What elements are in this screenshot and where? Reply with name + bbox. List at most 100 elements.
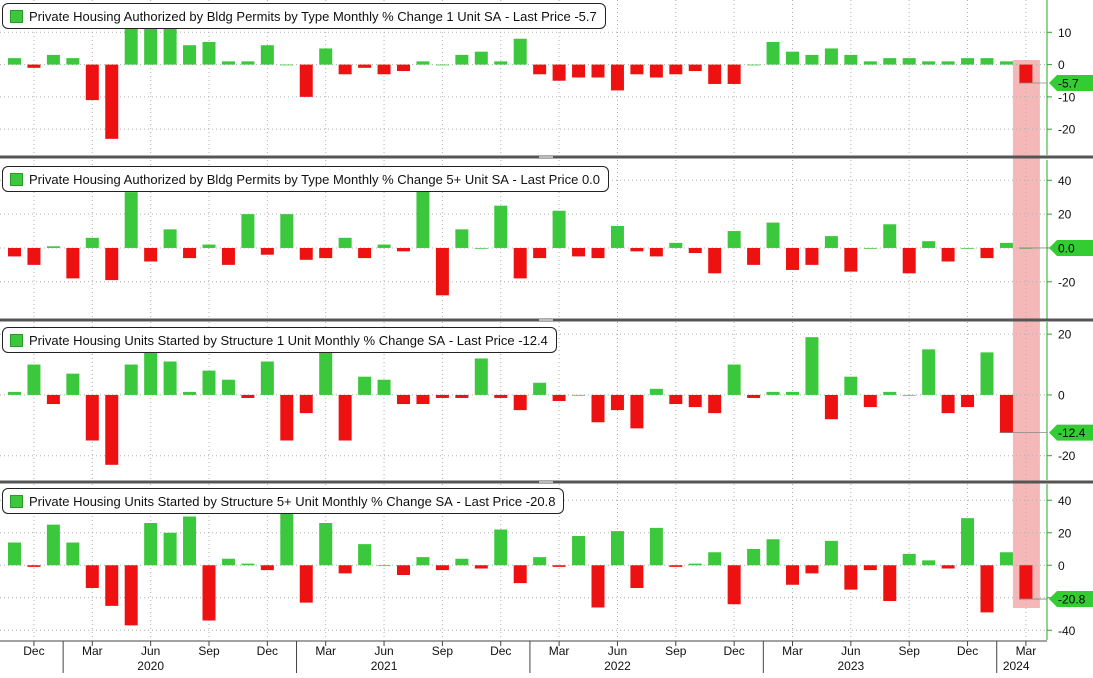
bar-1-40 (786, 247, 799, 270)
bar-3-38 (747, 549, 761, 566)
bar-2-20 (397, 394, 410, 405)
bar-0-37 (727, 64, 741, 84)
bar-3-30 (591, 565, 605, 608)
legend-panel-3: Private Housing Units Started by Structu… (2, 327, 557, 353)
bar-2-45 (883, 391, 897, 395)
bar-0-8 (163, 25, 177, 65)
bar-0-41 (805, 54, 819, 65)
bar-1-45 (883, 224, 897, 248)
y-tick-label-2-2: -20 (1058, 449, 1076, 463)
bar-1-14 (280, 214, 294, 248)
panel-divider-grip-0 (539, 156, 553, 158)
bar-2-14 (280, 394, 294, 441)
legend-panel-1: Private Housing Authorized by Bldg Permi… (2, 3, 606, 29)
bar-0-29 (572, 64, 586, 78)
bar-1-1 (27, 247, 41, 265)
bar-3-36 (708, 552, 722, 566)
bar-1-17 (338, 237, 352, 248)
bar-3-2 (46, 524, 60, 566)
bar-2-7 (144, 352, 158, 395)
legend-last-label-1: Last Price (512, 8, 571, 24)
x-tick-label-10: Jun (608, 644, 627, 658)
x-year-label-3: 2023 (837, 659, 864, 673)
legend-title-4: Private Housing Units Started by Structu… (29, 493, 453, 509)
bar-1-6 (124, 192, 138, 248)
bar-1-26 (513, 247, 527, 279)
bar-0-35 (688, 64, 702, 72)
bar-3-4 (85, 565, 99, 588)
legend-last-label-2: Last Price (520, 171, 579, 187)
bar-2-22 (435, 394, 449, 398)
y-tick-label-3-2: 0 (1058, 559, 1065, 573)
last-value-tag-label-0: -5.7 (1058, 76, 1079, 90)
bar-3-18 (358, 544, 372, 566)
legend-title-3: Private Housing Units Started by Structu… (29, 332, 446, 348)
bar-2-9 (183, 391, 197, 395)
bar-3-9 (183, 516, 197, 566)
bar-1-39 (766, 222, 780, 248)
bar-2-12 (241, 394, 255, 398)
legend-last-label-3: Last Price (456, 332, 515, 348)
bar-1-15 (299, 247, 313, 260)
bar-0-19 (377, 64, 391, 75)
y-tick-label-0-1: 0 (1058, 58, 1065, 72)
bar-3-27 (533, 557, 547, 566)
bar-1-4 (85, 237, 99, 248)
x-year-label-4: 2024 (1003, 659, 1030, 673)
bar-0-45 (883, 58, 897, 65)
bar-2-23 (455, 394, 469, 398)
bar-0-30 (591, 64, 605, 78)
bar-0-38 (747, 64, 761, 66)
bar-3-33 (649, 527, 663, 566)
bar-1-36 (708, 247, 722, 274)
x-tick-label-0: Dec (23, 644, 44, 658)
x-year-label-1: 2021 (371, 659, 398, 673)
bar-0-18 (358, 64, 372, 68)
bar-2-34 (669, 394, 683, 405)
x-tick-label-7: Sep (432, 644, 454, 658)
bar-3-17 (338, 565, 352, 574)
x-year-label-2: 2022 (604, 659, 631, 673)
y-tick-label-0-2: -10 (1058, 90, 1076, 104)
bar-0-16 (319, 48, 333, 65)
legend-last-value-2: 0.0 (581, 171, 601, 187)
bar-3-35 (688, 563, 702, 566)
last-value-tag-label-1: 0.0 (1058, 241, 1075, 255)
bar-0-26 (513, 38, 527, 65)
bar-1-46 (902, 247, 916, 274)
bar-3-12 (241, 563, 255, 566)
bar-3-3 (66, 542, 80, 566)
bar-2-31 (610, 394, 624, 411)
bar-0-9 (183, 45, 197, 65)
bar-3-22 (435, 565, 449, 571)
bar-3-43 (844, 565, 858, 590)
bar-2-48 (941, 394, 955, 414)
bar-1-44 (863, 247, 877, 249)
bar-1-32 (630, 247, 644, 252)
bar-1-42 (824, 236, 838, 248)
bar-3-20 (397, 565, 410, 575)
bar-2-50 (980, 352, 994, 395)
bar-2-47 (922, 349, 936, 395)
bar-2-27 (533, 382, 547, 395)
x-tick-label-3: Sep (198, 644, 220, 658)
bar-2-36 (708, 394, 722, 414)
bar-1-5 (105, 247, 119, 281)
bar-1-43 (844, 247, 858, 272)
bar-0-3 (66, 58, 80, 65)
bar-1-19 (377, 244, 391, 248)
bar-2-40 (786, 391, 799, 395)
bar-3-24 (474, 565, 488, 569)
legend-swatch-1 (10, 9, 23, 23)
bar-2-35 (688, 394, 702, 408)
bar-2-49 (961, 394, 975, 408)
bar-0-47 (922, 61, 936, 65)
x-tick-label-6: Jun (374, 644, 393, 658)
bar-0-42 (824, 48, 838, 65)
x-tick-label-13: Mar (782, 644, 803, 658)
bar-0-13 (260, 45, 274, 65)
bar-0-20 (397, 64, 410, 72)
bar-2-15 (299, 394, 313, 414)
bar-1-35 (688, 247, 702, 254)
bar-0-1 (27, 64, 41, 68)
